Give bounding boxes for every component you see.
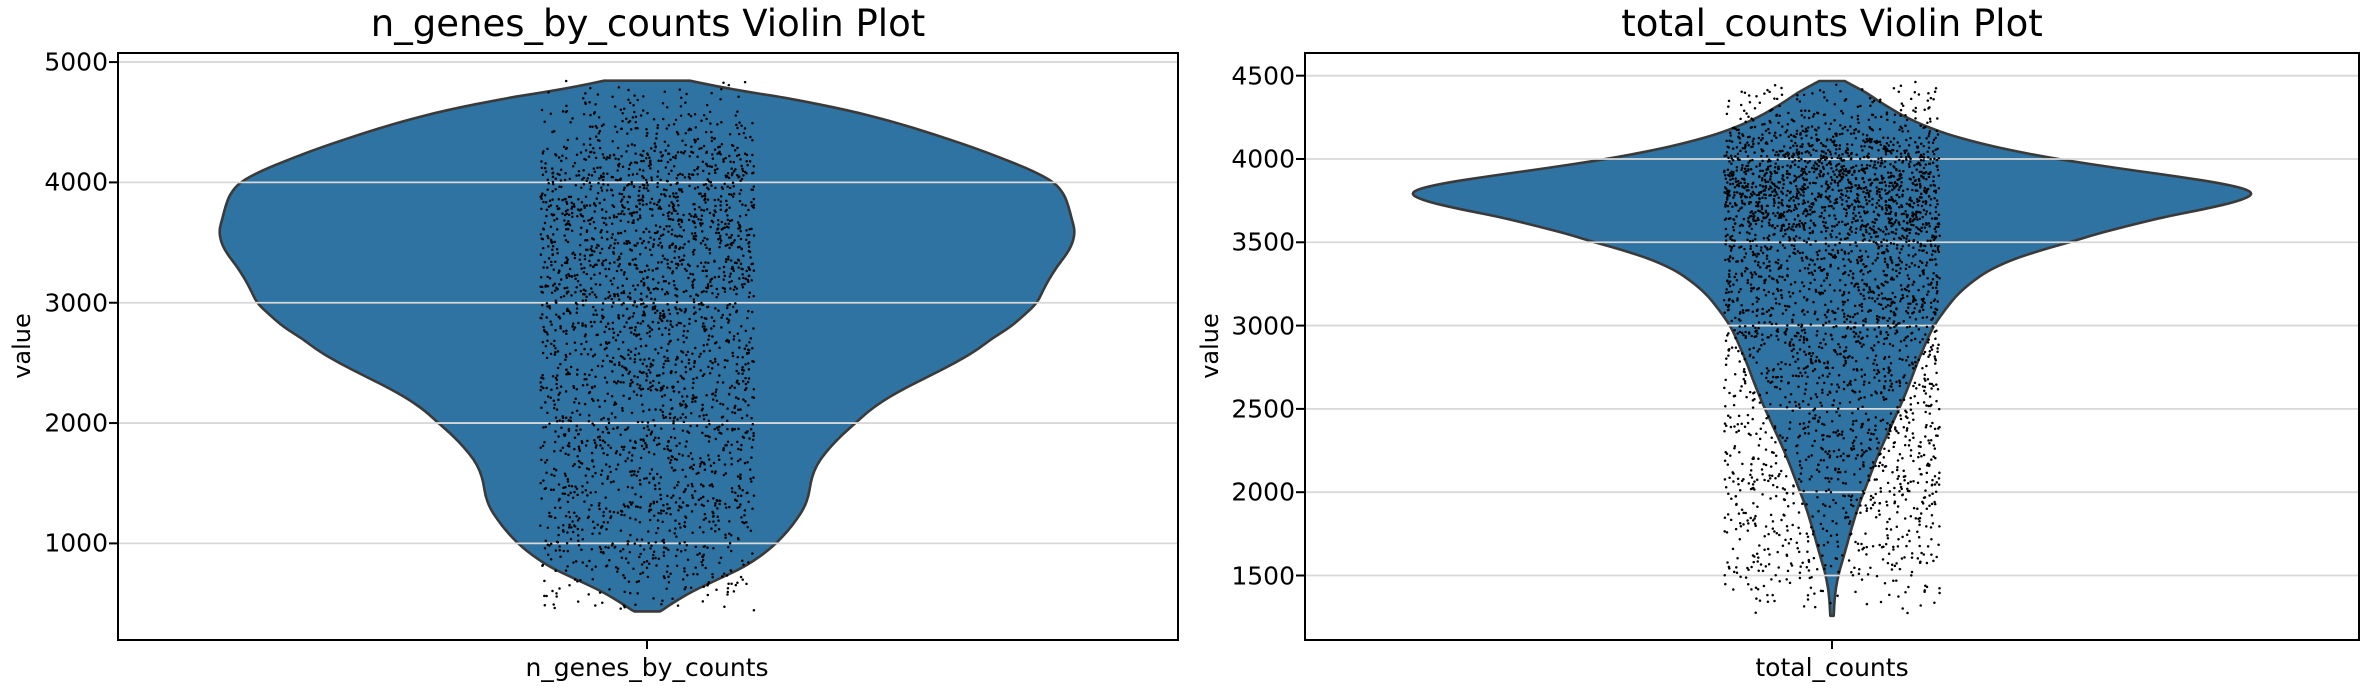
jitter-points-n_genes_by_counts — [539, 79, 756, 612]
tick-marks — [1296, 74, 1833, 649]
y-tick-label: 4000 — [1231, 144, 1295, 174]
plot-title-total-counts: total_counts Violin Plot — [1621, 2, 2043, 45]
y-tick-label: 4500 — [1231, 61, 1295, 91]
y-tick-label: 5000 — [44, 47, 108, 77]
y-axis-label-left: value — [8, 313, 36, 379]
tick-marks — [109, 61, 648, 649]
y-tick-label: 3000 — [1231, 311, 1295, 341]
y-tick-label: 4000 — [44, 167, 108, 197]
y-tick-label: 3500 — [1231, 227, 1295, 257]
jitter-points-total_counts — [1722, 80, 1941, 615]
plot-title-n-genes: n_genes_by_counts Violin Plot — [370, 2, 926, 45]
violin-shape-total_counts — [1411, 79, 2253, 618]
x-tick-label-total-counts: total_counts — [1755, 653, 1909, 682]
x-tick-label-n-genes: n_genes_by_counts — [525, 653, 769, 682]
y-tick-label: 2000 — [44, 408, 108, 438]
subplot-n_genes_by_counts — [109, 52, 1179, 649]
y-tick-label: 2500 — [1231, 394, 1295, 424]
y-tick-label: 2000 — [1231, 477, 1295, 507]
y-tick-label: 1500 — [1231, 561, 1295, 590]
subplot-total_counts — [1296, 52, 2360, 649]
y-axis-label-right: value — [1196, 313, 1224, 379]
y-tick-label: 3000 — [44, 288, 108, 318]
y-tick-label: 1000 — [44, 528, 108, 558]
